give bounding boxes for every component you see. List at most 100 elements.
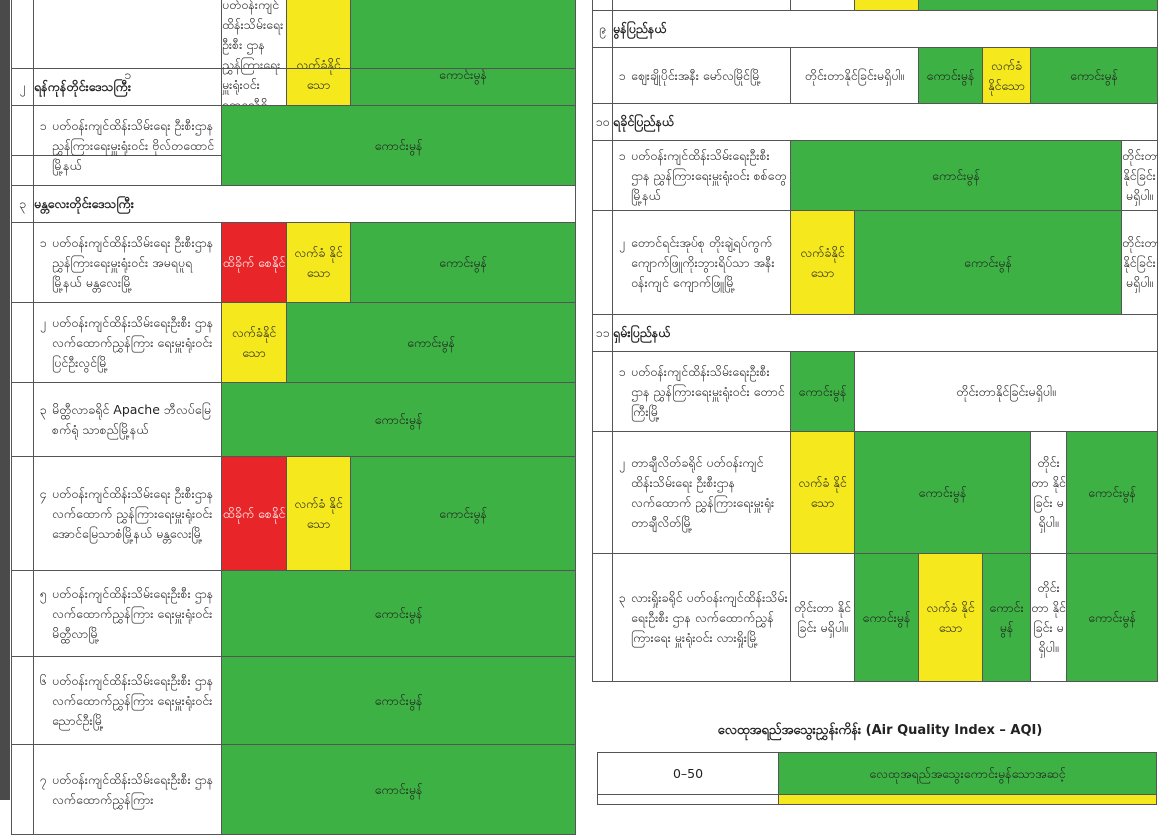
location-cell: ၁ ပတ်ဝန်းကျင်ထိန်းသိမ်းရေး ဦးစီးဌာန ညွှန…	[33, 105, 222, 186]
region-name: ရှမ်းပြည်နယ်	[611, 314, 1159, 352]
table-row: ၅ ပတ်ဝန်းကျင်ထိန်းသိမ်းရေးဦးစီး ဌာန လက်ထေ…	[11, 570, 577, 657]
table-row	[592, 0, 1159, 11]
table-row: ၂ တောင်ရင်းအုပ်စု တိုးချဲ့ရပ်ကွက် ကျောက်ဖ…	[592, 210, 1159, 315]
location-text: မိတ္ထီလာခရိုင် Apache ဘီလပ်မြေစက်ရုံ သာစ…	[52, 401, 212, 437]
table-row: ၁ ပတ်ဝန်းကျင်ထိန်းသိမ်းရေးဦးစီး ဌာန ညွှန်…	[592, 351, 1159, 432]
status-good: ကောင်း မွန်	[982, 553, 1031, 682]
air-quality-table-left-main: ၂ ရန်ကုန်တိုင်းဒေသကြီး ၁ ပတ်ဝန်းကျင်ထိန်…	[11, 68, 577, 835]
table-row: ၃ မိတ္ထီလာခရိုင် Apache ဘီလပ်မြေစက်ရုံ သာ…	[11, 382, 577, 457]
status-good: ကောင်းမွန်	[854, 431, 1031, 554]
location-text: လားရှိုးခရိုင် ပတ်ဝန်းကျင်ထိန်းသိမ်းရေးဦ…	[631, 589, 788, 645]
region-header-row: ၁၁ ရှမ်းပြည်နယ်	[592, 314, 1159, 352]
location-text: ပတ်ဝန်းကျင်ထိန်းသိမ်းရေးဦးစီး ဌာန ညွှန်က…	[631, 363, 785, 419]
region-number: ၁၁	[592, 314, 613, 352]
location-text: ပတ်ဝန်းကျင်ထိန်းသိမ်းရေးဦးစီး ဌာန လက်ထော…	[52, 672, 214, 728]
region-number: ၂	[11, 68, 34, 106]
region-header-row: ၃ မန္တလေးတိုင်းဒေသကြီး	[11, 185, 577, 223]
status-moderate: လက်ခံ နိုင်သော	[286, 222, 351, 303]
location-text: ဈေးချိုပိုင်းအနီး မော်လမြိုင်မြို့	[631, 67, 762, 83]
aqi-description: လေထုအရည်အသွေးကောင်းမွန်သောအဆင့်	[778, 752, 1157, 795]
row-number: ၂	[39, 314, 47, 330]
status-good: ကောင်းမွန်	[854, 553, 919, 682]
page-edge	[0, 0, 10, 800]
row-number: ၃	[39, 401, 47, 417]
status-not-measured: တိုင်းတာ နိုင်ခြင်း မရှိပါ။	[790, 553, 855, 682]
aqi-legend-title: လေထုအရည်အသွေးညွှန်းကိန်း (Air Quality In…	[717, 723, 1043, 738]
row-number: ၆	[39, 672, 47, 688]
status-moderate: လက်ခံနိုင် သော	[790, 210, 855, 315]
row-number: ၁	[39, 234, 47, 250]
status-moderate: လက်ခံ နိုင်သော	[918, 553, 983, 682]
status-unhealthy: ထိခိုက် စေနိုင်	[221, 222, 287, 303]
location-text: ပတ်ဝန်းကျင်ထိန်းသိမ်းရေးဦးစီး ဌာန လက်ထော…	[52, 585, 214, 641]
location-text: ပတ်ဝန်းကျင်ထိန်းသိမ်းရေး ဦးစီးဌာန လက်ထော…	[52, 485, 214, 541]
status-not-measured: တိုင်းတာ နိုင်ခြင်း မရှိပါ။	[1120, 210, 1159, 315]
row-number: ၅	[39, 585, 47, 601]
status-moderate: လက်ခံနိုင် သော	[221, 302, 287, 383]
status-good: ကောင်းမွန်	[1029, 47, 1159, 104]
location-text: ပတ်ဝန်းကျင်ထိန်းသိမ်းရေးဦးစီး ဌာန ညွှန်က…	[631, 147, 787, 203]
status-good: ကောင်းမွန်	[349, 456, 577, 571]
status-good: ကောင်းမွန်	[220, 105, 577, 186]
status-good: ကောင်းမွန်	[220, 744, 577, 835]
aqi-range: 0–50	[597, 752, 779, 795]
table-row: ၂ တာချီလိတ်ခရိုင် ပတ်ဝန်းကျင်ထိန်းသိမ်းရေ…	[592, 431, 1159, 554]
row-number: ၂	[618, 234, 626, 250]
table-row: ၄ ပတ်ဝန်းကျင်ထိန်းသိမ်းရေး ဦးစီးဌာန လက်ထေ…	[11, 456, 577, 571]
row-number: ၁	[39, 117, 47, 133]
region-header-row: ၉ မွန်ပြည်နယ်	[592, 10, 1159, 48]
region-header-row: ၂ ရန်ကုန်တိုင်းဒေသကြီး	[11, 68, 577, 106]
status-good: ကောင်းမွန်	[220, 570, 577, 657]
table-row: ၇ ပတ်ဝန်းကျင်ထိန်းသိမ်းရေးဦးစီး ဌာန လက်ထေ…	[11, 744, 577, 835]
table-row: ၁ ဈေးချိုပိုင်းအနီး မော်လမြိုင်မြို့ တိုင…	[592, 47, 1159, 104]
region-name: မန္တလေးတိုင်းဒေသကြီး	[32, 185, 577, 223]
region-name: ရခိုင်ပြည်နယ်	[611, 103, 1159, 141]
location-text: ပတ်ဝန်းကျင်ထိန်းသိမ်းရေးဦးစီး ဌာန လက်ထော…	[52, 314, 214, 370]
row-number: ၁	[618, 147, 626, 163]
status-good: ကောင်းမွန်	[220, 656, 577, 745]
region-name: မွန်ပြည်နယ်	[611, 10, 1159, 48]
status-not-measured: တိုင်းတာ နိုင်ခြင်း မရှိပါ။	[1120, 140, 1159, 211]
table-row: ၆ ပတ်ဝန်းကျင်ထိန်းသိမ်းရေးဦးစီး ဌာန လက်ထေ…	[11, 656, 577, 745]
status-good: ကောင်းမွန်	[790, 140, 1122, 211]
region-number: ၃	[11, 185, 34, 223]
status-good: ကောင်းမွန်	[349, 222, 577, 303]
row-number: ၂	[618, 454, 626, 470]
row-number: ၁	[618, 363, 626, 379]
row-number: ၇	[39, 771, 47, 787]
table-row: ၁ ပတ်ဝန်းကျင်ထိန်းသိမ်းရေး ဦးစီးဌာန ညွှန…	[11, 105, 577, 186]
region-number: ၁၀	[592, 103, 613, 141]
status-not-measured: တိုင်း တာ နိုင် ခြင်း မရှိပါ။	[1030, 553, 1067, 682]
region-name: ရန်ကုန်တိုင်းဒေသကြီး	[32, 68, 577, 106]
location-text: ပတ်ဝန်းကျင်ထိန်းသိမ်းရေး ဦးစီးဌာန ညွှန်က…	[52, 234, 214, 290]
status-moderate: လက်ခံ နိုင်သော	[286, 456, 351, 571]
status-unhealthy: ထိခိုက် စေနိုင်	[221, 456, 287, 571]
status-good: ကောင်းမွန်	[1065, 431, 1159, 554]
location-text: ပတ်ဝန်းကျင်ထိန်းသိမ်းရေး ဦးစီးဌာန ညွှန်က…	[52, 117, 215, 173]
status-good: ကောင်းမွန်	[854, 210, 1122, 315]
table-row: ၃ လားရှိုးခရိုင် ပတ်ဝန်းကျင်ထိန်းသိမ်းရေး…	[592, 553, 1159, 682]
status-moderate: လက်ခံ နိုင်သော	[790, 431, 855, 554]
legend-row: 0–50 လေထုအရည်အသွေးကောင်းမွန်သောအဆင့်	[597, 752, 1157, 795]
status-good: ကောင်းမွန်	[918, 47, 983, 104]
status-good: ကောင်းမွန်	[220, 382, 577, 457]
status-not-measured: တိုင်းတာနိုင်ခြင်းမရှိပါ။	[790, 47, 919, 104]
row-number: ၁	[618, 67, 626, 83]
location-text: ပတ်ဝန်းကျင်ထိန်းသိမ်းရေးဦးစီး ဌာန လက်ထော…	[52, 771, 214, 807]
status-good: ကောင်းမွန်	[790, 351, 855, 432]
status-good: ကောင်းမွန်	[1065, 553, 1159, 682]
table-row: ၁ ပတ်ဝန်းကျင်ထိန်းသိမ်းရေးဦးစီး ဌာန ညွှန်…	[592, 140, 1159, 211]
location-text: တောင်ရင်းအုပ်စု တိုးချဲ့ရပ်ကွက် ကျောက်ဖြ…	[631, 234, 775, 290]
status-moderate: လက်ခံ နိုင်သော	[982, 47, 1031, 104]
region-header-row: ၁၀ ရခိုင်ပြည်နယ်	[592, 103, 1159, 141]
location-text: တာချီလိတ်ခရိုင် ပတ်ဝန်းကျင်ထိန်းသိမ်းရေး…	[631, 454, 775, 530]
status-not-measured: တိုင်း တာ နိုင် ခြင်း မရှိပါ။	[1030, 431, 1067, 554]
region-number: ၉	[592, 10, 613, 48]
table-row: ၂ ပတ်ဝန်းကျင်ထိန်းသိမ်းရေးဦးစီး ဌာန လက်ထေ…	[11, 302, 577, 383]
aqi-legend-table: 0–50 လေထုအရည်အသွေးကောင်းမွန်သောအဆင့်	[597, 752, 1157, 805]
status-good: ကောင်းမွန်	[285, 302, 577, 383]
row-number: ၄	[39, 485, 47, 501]
table-row: ၁ ပတ်ဝန်းကျင်ထိန်းသိမ်းရေး ဦးစီးဌာန ညွှန်…	[11, 222, 577, 303]
status-not-measured: တိုင်းတာနိုင်ခြင်းမရှိပါ။	[853, 351, 1159, 432]
